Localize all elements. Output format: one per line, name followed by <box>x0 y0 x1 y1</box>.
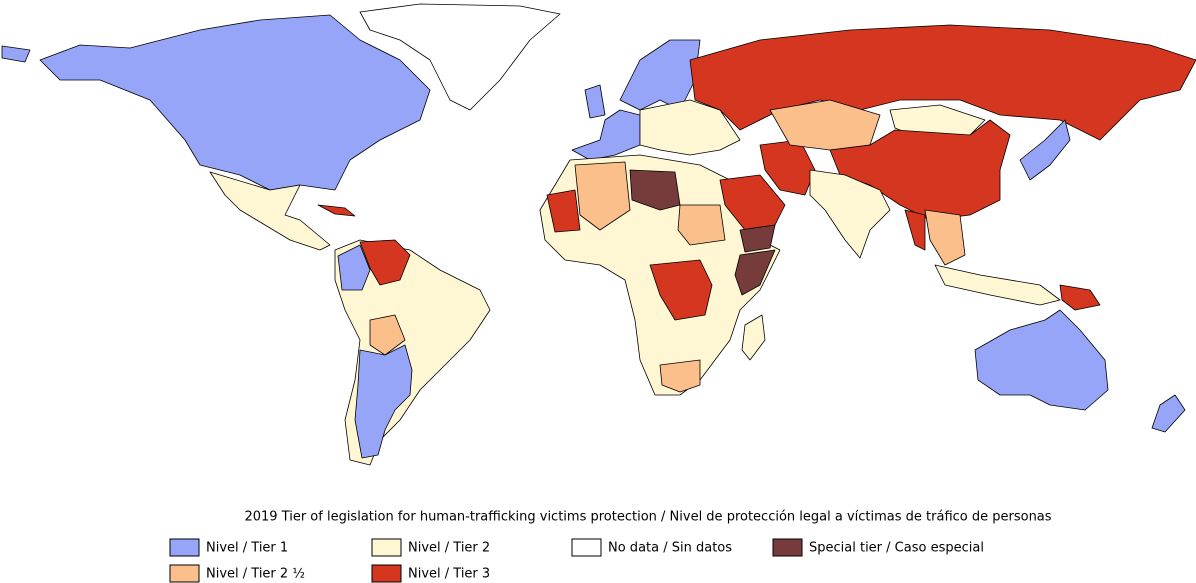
legend-label: Special tier / Caso especial <box>809 541 984 556</box>
bolivia <box>369 314 406 356</box>
myanmar <box>904 209 926 251</box>
indonesia <box>934 264 1061 306</box>
sudan <box>677 204 726 246</box>
legend-title: 2019 Tier of legislation for human-traff… <box>244 510 1051 525</box>
madagascar <box>741 314 766 361</box>
legend-swatch <box>371 564 402 583</box>
north-america <box>39 14 431 191</box>
united-kingdom <box>584 84 606 119</box>
australia <box>974 309 1109 411</box>
mauritania <box>546 189 581 233</box>
argentina-chile <box>354 344 413 459</box>
papua <box>1059 284 1101 311</box>
scandinavia <box>619 39 701 111</box>
legend-swatch <box>571 538 602 557</box>
legend-label: Nivel / Tier 2 ½ <box>206 567 305 582</box>
yemen <box>739 224 776 253</box>
legend: Nivel / Tier 1 Nivel / Tier 2 No data / Si… <box>169 538 984 583</box>
legend-swatch <box>169 564 200 583</box>
legend-label: Nivel / Tier 1 <box>206 541 288 556</box>
greenland <box>359 3 561 111</box>
russia <box>689 24 1196 141</box>
libya <box>629 169 681 211</box>
somalia <box>734 249 776 296</box>
southeast-asia <box>924 209 966 266</box>
legend-label: Nivel / Tier 3 <box>408 567 490 582</box>
alaska-west <box>1 45 31 63</box>
western-europe <box>571 109 641 161</box>
southern-africa <box>659 359 701 393</box>
india <box>809 169 891 259</box>
legend-swatch <box>169 538 200 557</box>
algeria <box>574 161 631 231</box>
venezuela <box>359 239 411 286</box>
colombia <box>337 244 371 291</box>
mexico <box>209 171 331 251</box>
drc <box>649 259 713 321</box>
legend-label: No data / Sin datos <box>608 541 732 556</box>
legend-swatch <box>772 538 803 557</box>
legend-swatch <box>371 538 402 557</box>
central-europe <box>639 99 741 156</box>
legend-label: Nivel / Tier 2 <box>408 541 490 556</box>
countries <box>1 3 1196 466</box>
japan <box>1019 119 1071 181</box>
new-zealand <box>1151 394 1186 433</box>
cuba <box>317 204 356 217</box>
